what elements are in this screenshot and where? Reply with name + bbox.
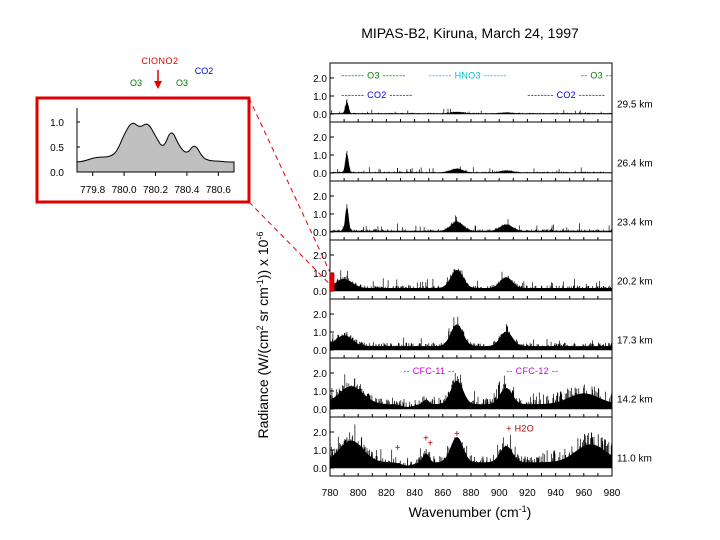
o3-left-label: O3 (130, 78, 142, 88)
altitude-label: 20.2 km (617, 277, 653, 288)
x-tick-label: 780 (322, 488, 339, 499)
x-tick-label: 980 (604, 488, 621, 499)
h2o-marker: + (423, 433, 429, 444)
panel-3: 0.01.02.020.2 km (313, 239, 653, 300)
inset-x-tick-label: 780.6 (206, 185, 231, 196)
inset-y-tick-label: 1.0 (50, 118, 64, 129)
panel-6: 0.0 1.0 2.0 11.0 km (313, 416, 652, 477)
y-tick-label: 2.0 (313, 251, 327, 262)
x-tick-label: 900 (491, 488, 508, 499)
inset-x-tick-label: 779.8 (80, 185, 105, 196)
spectrum-lines (330, 424, 612, 468)
panel-4: 0.0 1.0 2.0 17.3 km (313, 298, 653, 359)
panel-1: 0.0 1.0 2.0 26.4 km (313, 121, 653, 182)
annotation: ------- HNO3 ------- (429, 70, 507, 80)
x-tick-label: 940 (547, 488, 564, 499)
x-tick-label: 800 (350, 488, 367, 499)
altitude-label: 14.2 km (617, 395, 653, 406)
inset-zoom: 0.0 0.5 1.0 779.8 780.0 780.2 780.4 780.6 ClONO2… (35, 56, 251, 204)
y-tick-label: 0.0 (313, 287, 327, 298)
panel-2: 0.0 1.0 2.0 23.4 km (313, 180, 653, 241)
x-axis: 780 800 820 840 860 880 900 920 940 960 980 (322, 488, 621, 499)
y-tick-label: 0.0 (313, 110, 327, 121)
y-tick-label: 1.0 (313, 210, 327, 221)
y-tick-label: 1.0 (313, 446, 327, 457)
h2o-marker: + (454, 429, 460, 440)
altitude-label: 11.0 km (617, 454, 652, 465)
spectrum-area (329, 380, 613, 410)
spectrum-lines (332, 204, 613, 232)
connector-bottom (248, 201, 331, 286)
spectrum-lines (329, 316, 612, 350)
y-tick-label: 0.0 (313, 228, 327, 239)
spectrum-lines (330, 99, 612, 114)
x-tick-label: 880 (463, 488, 480, 499)
h2o-marker: + (395, 443, 401, 454)
y-tick-label: 2.0 (313, 369, 327, 380)
y-tick-label: 2.0 (313, 192, 327, 203)
y-tick-label: 1.0 (313, 328, 327, 339)
inset-connectors (248, 97, 331, 286)
inset-y-tick-label: 0.5 (50, 143, 64, 154)
h2o-marker: + (427, 439, 433, 450)
inset-x-tick-label: 780.2 (143, 185, 168, 196)
inset-x-tick-label: 780.4 (174, 185, 199, 196)
x-tick-label: 920 (519, 488, 536, 499)
y-tick-label: 0.0 (313, 346, 327, 357)
spectrum-lines (331, 268, 611, 291)
clono2-label: ClONO2 (141, 56, 178, 66)
annotation: ------- O3 ------- (341, 70, 405, 80)
panels-group: 0.0 1.0 2.0 29.5 km 0.0 1.0 2.0 26.4 km 0.0 1.0 2.… (313, 62, 653, 477)
co2-label: CO2 (195, 66, 214, 76)
y-tick-label: 2.0 (313, 310, 327, 321)
x-tick-label: 820 (378, 488, 395, 499)
chart-title: MIPAS-B2, Kiruna, March 24, 1997 (361, 25, 579, 41)
spectrum-area (329, 206, 613, 233)
annotation: -- CFC-12 -- (506, 366, 558, 376)
annotation: -- O3 -- (581, 70, 612, 80)
spectrum-lines (333, 151, 609, 173)
panel-5: 0.0 1.0 2.0 14.2 km (313, 357, 653, 418)
spectrum-lines (330, 372, 613, 409)
spectrum-area (329, 102, 613, 115)
annotation: -- CFC-11 -- (403, 366, 454, 376)
o3-right-label: O3 (176, 78, 188, 88)
altitude-label: 29.5 km (617, 100, 653, 111)
altitude-label: 23.4 km (617, 218, 653, 229)
y-tick-label: 1.0 (313, 92, 327, 103)
annotation: + H2O (506, 423, 534, 433)
highlight-region (329, 273, 335, 291)
x-axis-label: Wavenumber (cm-1) (409, 504, 532, 520)
y-tick-label: 1.0 (313, 387, 327, 398)
altitude-label: 26.4 km (617, 159, 653, 170)
y-tick-label: 0.0 (313, 464, 327, 475)
y-tick-label: 2.0 (313, 133, 327, 144)
inset-y-tick-label: 0.0 (50, 168, 64, 179)
y-tick-label: 2.0 (313, 428, 327, 439)
inset-spectrum (76, 122, 235, 173)
y-tick-label: 0.0 (313, 169, 327, 180)
y-tick-label: 0.0 (313, 405, 327, 416)
x-tick-label: 860 (434, 488, 451, 499)
altitude-label: 17.3 km (617, 336, 653, 347)
inset-x-tick-label: 780.0 (112, 185, 137, 196)
annotation: -------- CO2 -------- (527, 90, 605, 100)
x-tick-label: 840 (406, 488, 423, 499)
y-tick-label: 2.0 (313, 74, 327, 85)
x-tick-label: 960 (575, 488, 592, 499)
arrow-head (154, 81, 162, 89)
spectrum-area (329, 153, 613, 174)
y-axis-label: Radiance (W/(cm2 sr cm-1)) x 10-6 (255, 232, 271, 439)
annotation: ------- CO2 ------- (341, 90, 412, 100)
y-tick-label: 1.0 (313, 151, 327, 162)
